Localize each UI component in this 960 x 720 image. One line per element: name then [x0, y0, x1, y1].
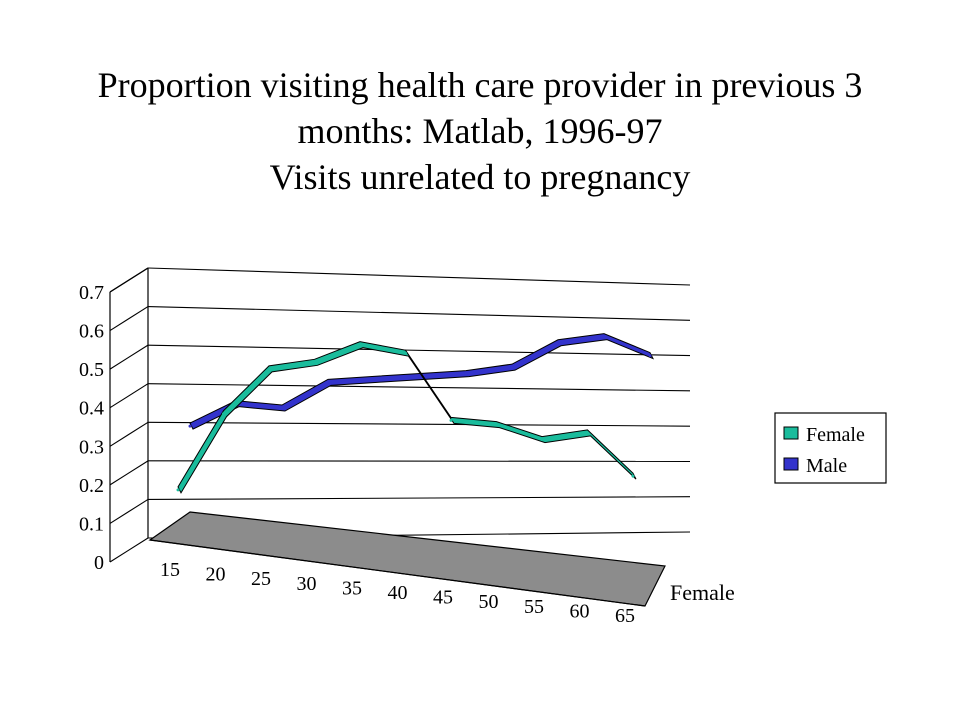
y-tick-label: 0.1: [79, 513, 104, 535]
data-point-female: [404, 351, 407, 355]
data-point-male: [556, 341, 560, 345]
gridlines: [109, 267, 691, 563]
gridline-side: [109, 383, 149, 409]
data-point-female: [313, 360, 316, 364]
y-axis-top-edge: [109, 267, 149, 293]
gridline-side: [109, 460, 149, 486]
y-tick-label: 0.7: [79, 282, 104, 304]
y-tick-label: 0.4: [79, 398, 104, 420]
x-tick-label: 65: [615, 605, 635, 627]
legend: Female Male: [774, 412, 887, 484]
gridline-back: [147, 421, 691, 427]
x-tick-label: 40: [388, 582, 408, 604]
axes: [109, 267, 646, 607]
gridline-back: [147, 344, 691, 357]
x-tick-label: 50: [479, 591, 499, 613]
data-point-female: [267, 367, 271, 371]
data-point-male: [464, 372, 468, 376]
data-point-female: [222, 412, 225, 416]
y-tick-label: 0.2: [79, 475, 104, 497]
chart-title-line-2: months: Matlab, 1996-97: [297, 111, 663, 151]
y-tick-label: 0.5: [79, 359, 104, 381]
x-tick-label: 20: [206, 564, 226, 586]
data-point-female: [358, 343, 362, 347]
data-point-male: [648, 354, 652, 358]
data-point-male: [510, 365, 514, 369]
legend-box: [774, 412, 887, 484]
y-tick-label: 0.3: [79, 436, 104, 458]
data-point-female: [176, 488, 180, 492]
data-point-male: [418, 374, 422, 378]
data-point-female: [540, 438, 544, 442]
y-tick-label: 0.6: [79, 321, 104, 343]
data-point-female: [586, 431, 589, 435]
y-tick-label: 0: [94, 552, 104, 574]
series-lines: [176, 333, 655, 494]
chart-title: Proportion visiting health care provider…: [0, 62, 960, 200]
gridline-back: [147, 496, 691, 500]
gridline-back: [147, 383, 691, 392]
tick-labels: 0 0.1 0.2 0.3 0.4 0.5 0.6 0.7 15 20 25 30 35 40 45 50 55…: [79, 282, 635, 627]
legend-label-male: Male: [806, 455, 847, 477]
gridline-side: [109, 306, 149, 332]
x-tick-label: 15: [160, 559, 180, 581]
legend-swatch-female: [783, 426, 799, 440]
data-point-male: [280, 406, 284, 410]
data-point-female: [449, 418, 453, 422]
x-tick-label: 35: [342, 577, 362, 599]
gridline-side: [109, 344, 149, 370]
x-tick-label: 60: [570, 600, 590, 622]
legend-label-female: Female: [806, 424, 865, 446]
x-tick-label: 30: [297, 573, 317, 595]
gridline-side: [109, 421, 149, 447]
chart-title-line-1: Proportion visiting health care provider…: [97, 65, 863, 105]
data-point-female: [631, 474, 635, 478]
gridline-back: [147, 460, 691, 462]
series-ribbon-male: [189, 333, 655, 430]
data-point-male: [188, 424, 192, 428]
chart-floor: [148, 511, 666, 607]
depth-axis-label: Female: [670, 580, 735, 605]
x-tick-label: 55: [524, 596, 544, 618]
gridline-side: [109, 498, 149, 524]
x-tick-label: 25: [251, 568, 271, 590]
data-point-male: [326, 380, 330, 384]
data-point-male: [602, 335, 606, 339]
x-axis: [149, 539, 646, 607]
data-point-male: [372, 377, 376, 381]
legend-swatch-male: [783, 457, 799, 471]
x-tick-label: 45: [433, 587, 453, 609]
data-point-female: [495, 423, 498, 427]
gridline-back: [147, 267, 691, 286]
floor-plane: [148, 511, 666, 607]
chart-title-line-3: Visits unrelated to pregnancy: [269, 157, 691, 197]
series-ribbon-female: [177, 341, 637, 494]
gridline-back: [147, 306, 691, 321]
gridline-side: [109, 537, 149, 563]
